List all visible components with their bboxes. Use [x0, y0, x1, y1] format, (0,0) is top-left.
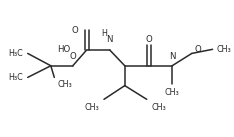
Text: H: H — [101, 29, 107, 38]
Text: CH₃: CH₃ — [85, 103, 99, 112]
Text: N: N — [169, 52, 175, 61]
Text: H₃C: H₃C — [8, 73, 23, 82]
Text: CH₃: CH₃ — [216, 45, 231, 54]
Text: CH₃: CH₃ — [151, 103, 166, 112]
Text: O: O — [72, 26, 79, 35]
Text: CH₃: CH₃ — [58, 80, 73, 89]
Text: CH₃: CH₃ — [165, 88, 179, 97]
Text: O: O — [146, 35, 152, 44]
Text: HO: HO — [57, 45, 70, 54]
Text: O: O — [194, 45, 201, 54]
Text: H₃C: H₃C — [8, 49, 23, 58]
Text: O: O — [69, 52, 76, 61]
Text: N: N — [106, 35, 113, 44]
